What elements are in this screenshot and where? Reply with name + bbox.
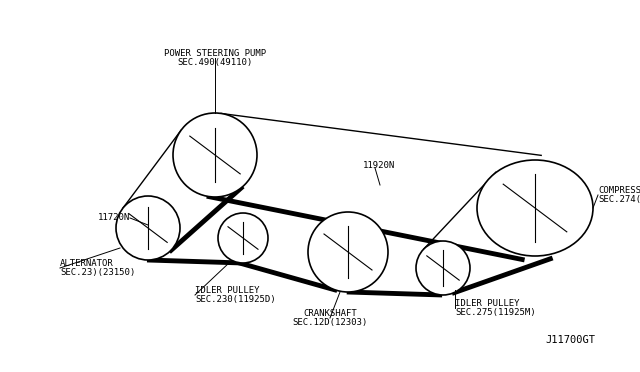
Ellipse shape <box>173 113 257 197</box>
Text: IDLER PULLEY: IDLER PULLEY <box>195 286 259 295</box>
Text: 11920N: 11920N <box>363 160 396 170</box>
Text: SEC.490(49110): SEC.490(49110) <box>177 58 253 67</box>
Ellipse shape <box>416 241 470 295</box>
Ellipse shape <box>116 196 180 260</box>
Text: SEC.230(11925D): SEC.230(11925D) <box>195 295 276 304</box>
Text: CRANKSHAFT: CRANKSHAFT <box>303 309 357 318</box>
Text: SEC.12D(12303): SEC.12D(12303) <box>292 318 367 327</box>
Text: SEC.23)(23150): SEC.23)(23150) <box>60 268 135 277</box>
Ellipse shape <box>477 160 593 256</box>
Text: COMPRESSOR: COMPRESSOR <box>598 186 640 195</box>
Ellipse shape <box>308 212 388 292</box>
Text: IDLER PULLEY: IDLER PULLEY <box>455 299 520 308</box>
Text: SEC.274(27630): SEC.274(27630) <box>598 195 640 204</box>
Ellipse shape <box>218 213 268 263</box>
Text: ALTERNATOR: ALTERNATOR <box>60 259 114 268</box>
Text: SEC.275(11925M): SEC.275(11925M) <box>455 308 536 317</box>
Text: POWER STEERING PUMP: POWER STEERING PUMP <box>164 49 266 58</box>
Text: 11720N: 11720N <box>98 214 131 222</box>
Text: J11700GT: J11700GT <box>545 335 595 345</box>
